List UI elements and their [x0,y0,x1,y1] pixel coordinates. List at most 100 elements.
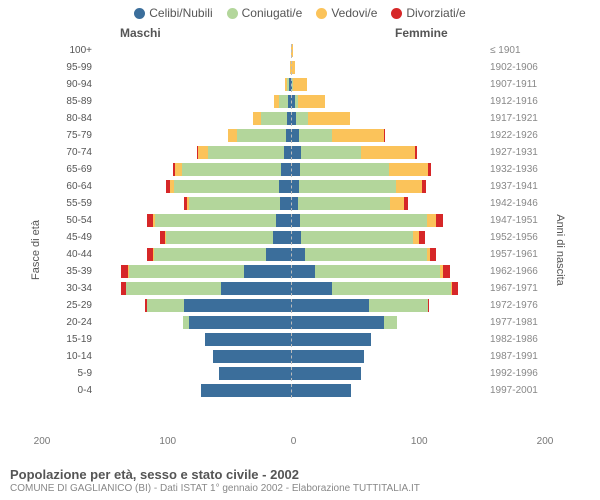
seg-cel [219,367,291,380]
age-label: 25-29 [50,300,96,311]
seg-con [237,129,286,142]
age-label: 95-99 [50,62,96,73]
bar-male [96,384,291,398]
center-line [291,248,292,262]
age-label: 70-74 [50,147,96,158]
seg-cel [244,265,291,278]
age-row: 40-441957-1961 [50,246,545,263]
bar-male [96,180,291,194]
bar-pair [96,316,486,330]
seg-con [369,299,428,312]
bar-female [291,282,486,296]
bar-pair [96,78,486,92]
bar-male [96,197,291,211]
bar-female [291,163,486,177]
chart-subtitle: COMUNE DI GAGLIANICO (BI) - Dati ISTAT 1… [10,483,590,494]
age-row: 50-541947-1951 [50,212,545,229]
bar-male [96,163,291,177]
age-label: 5-9 [50,368,96,379]
seg-ved [361,146,415,159]
seg-con [182,163,281,176]
seg-cel [291,299,369,312]
plot-area: 100+≤ 190195-991902-190690-941907-191185… [50,42,545,435]
seg-con [279,95,288,108]
age-row: 55-591942-1946 [50,195,545,212]
age-label: 0-4 [50,385,96,396]
age-label: 80-84 [50,113,96,124]
birth-year-label: 1927-1931 [486,147,545,158]
age-row: 95-991902-1906 [50,59,545,76]
bar-female [291,333,486,347]
bar-pair [96,146,486,160]
bar-female [291,180,486,194]
center-line [291,299,292,313]
birth-year-label: 1922-1926 [486,130,545,141]
bar-male [96,367,291,381]
legend-item: Vedovi/e [316,6,377,20]
seg-cel [201,384,291,397]
seg-cel [184,299,291,312]
bar-male [96,78,291,92]
bar-male [96,95,291,109]
seg-cel [205,333,291,346]
age-label: 20-24 [50,317,96,328]
age-label: 75-79 [50,130,96,141]
seg-cel [291,333,371,346]
age-row: 35-391962-1966 [50,263,545,280]
bar-female [291,350,486,364]
seg-cel [273,231,291,244]
legend-swatch [227,8,238,19]
bar-male [96,333,291,347]
x-tick: 200 [537,436,554,447]
legend-swatch [134,8,145,19]
bar-female [291,146,486,160]
seg-div [415,146,417,159]
bar-female [291,95,486,109]
bar-pair [96,248,486,262]
age-row: 90-941907-1911 [50,76,545,93]
label-maschi: Maschi [120,26,161,40]
seg-con [300,163,390,176]
seg-cel [291,163,300,176]
x-tick: 200 [34,436,51,447]
seg-div [404,197,408,210]
seg-cel [276,214,291,227]
bar-pair [96,95,486,109]
bar-female [291,214,486,228]
population-pyramid-chart: Celibi/NubiliConiugati/eVedovi/eDivorzia… [0,0,600,500]
bar-male [96,44,291,58]
seg-div [428,299,430,312]
birth-year-label: 1977-1981 [486,317,545,328]
age-row: 70-74 1927-1931 [50,144,545,161]
seg-con [129,265,244,278]
seg-cel [291,316,384,329]
center-line [291,95,292,109]
seg-cel [291,146,301,159]
seg-cel [291,265,315,278]
bar-pair [96,163,486,177]
birth-year-label: 1937-1941 [486,181,545,192]
seg-ved [389,163,428,176]
age-row: 85-891912-1916 [50,93,545,110]
seg-cel [213,350,291,363]
legend: Celibi/NubiliConiugati/eVedovi/eDivorzia… [0,0,600,22]
age-row: 60-64 1937-1941 [50,178,545,195]
seg-cel [221,282,291,295]
center-line [291,180,292,194]
bar-female [291,248,486,262]
age-label: 60-64 [50,181,96,192]
seg-ved [390,197,404,210]
age-label: 30-34 [50,283,96,294]
seg-div [443,265,450,278]
age-row: 15-191982-1986 [50,331,545,348]
seg-cel [291,350,364,363]
center-line [291,231,292,245]
bar-pair [96,180,486,194]
x-tick: 100 [411,436,428,447]
center-line [291,333,292,347]
seg-con [296,112,308,125]
bar-female [291,129,486,143]
seg-cel [280,197,291,210]
center-line [291,197,292,211]
x-tick: 0 [291,436,297,447]
